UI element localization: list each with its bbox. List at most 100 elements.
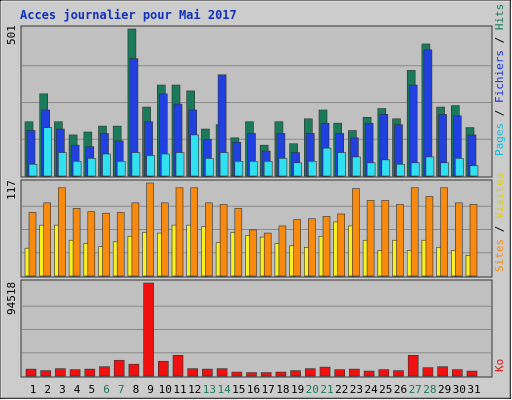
- x-tick-label: 16: [247, 383, 260, 396]
- x-tick-label: 10: [159, 383, 172, 396]
- x-tick-label: 13: [203, 383, 216, 396]
- visits-legend: Sites / Visites: [493, 173, 506, 272]
- bar-sites: [337, 213, 346, 277]
- bar-sites: [161, 202, 169, 277]
- bar-ko: [158, 360, 169, 377]
- x-tick-label: 14: [217, 383, 231, 396]
- bar-ko: [422, 367, 434, 377]
- x-tick-label: 20: [306, 383, 319, 396]
- bar-pages: [28, 163, 38, 177]
- bar-pages: [352, 156, 361, 177]
- bar-pages: [396, 163, 405, 177]
- bar-ko: [113, 359, 125, 377]
- bar-pages: [469, 165, 479, 177]
- bar-sites: [175, 187, 184, 277]
- x-tick-label: 12: [188, 383, 201, 396]
- legend-pages: Pages: [493, 123, 506, 156]
- bar-pages: [454, 158, 464, 177]
- bar-ko: [202, 368, 213, 377]
- traffic-legend: Pages / Fichiers / Hits: [493, 4, 506, 156]
- bar-ko: [393, 370, 404, 377]
- x-tick-label: 17: [262, 383, 275, 396]
- x-tick-label: 23: [350, 383, 363, 396]
- bar-sites: [72, 208, 81, 277]
- bar-sites: [293, 219, 301, 277]
- legend-sites: Sites: [493, 239, 506, 272]
- bar-pages: [410, 162, 420, 177]
- bar-pages: [337, 152, 347, 177]
- bar-pages: [381, 159, 391, 177]
- bar-pages: [175, 152, 185, 177]
- bar-sites: [43, 202, 52, 277]
- bar-sites: [131, 202, 140, 277]
- bar-pages: [72, 161, 82, 177]
- bar-pages: [234, 161, 244, 177]
- bar-ko: [260, 372, 272, 377]
- bar-sites: [234, 208, 243, 277]
- x-tick-label: 15: [232, 383, 245, 396]
- x-tick-label: 30: [453, 383, 466, 396]
- bar-sites: [396, 204, 404, 277]
- bar-sites: [440, 187, 448, 277]
- bar-pages: [58, 152, 67, 177]
- volume-legend: Ko: [493, 359, 506, 372]
- bar-sites: [28, 212, 37, 277]
- bar-ko: [69, 369, 81, 377]
- bar-pages: [366, 162, 376, 177]
- bar-ko: [187, 368, 198, 377]
- panel-volume: [20, 279, 493, 378]
- bar-sites: [454, 202, 463, 277]
- x-tick-label: 26: [394, 383, 407, 396]
- bar-pages: [205, 158, 214, 177]
- bar-pages: [190, 134, 199, 177]
- bar-ko: [231, 371, 243, 377]
- x-tick-label: 25: [379, 383, 392, 396]
- x-tick-label: 31: [467, 383, 480, 396]
- bar-sites: [307, 218, 316, 277]
- x-tick-label: 4: [74, 383, 81, 396]
- legend-visites: Visites: [493, 173, 506, 219]
- visits-ymax-label: 117: [5, 180, 18, 200]
- bar-pages: [43, 127, 53, 177]
- bar-ko: [275, 371, 287, 377]
- chart-title: Acces journalier pour Mai 2017: [20, 8, 237, 22]
- bar-sites: [146, 182, 154, 277]
- legend-hits: Hits: [493, 4, 506, 31]
- legend-ko: Ko: [493, 359, 506, 372]
- bar-pages: [440, 162, 449, 177]
- bar-ko: [466, 370, 478, 377]
- bar-sites: [205, 202, 213, 277]
- legend-fichiers: Fichiers: [493, 50, 506, 103]
- bar-sites: [322, 216, 331, 277]
- bar-sites: [249, 229, 257, 277]
- bar-fichiers: [408, 84, 418, 177]
- bar-ko: [349, 368, 360, 377]
- x-tick-label: 6: [103, 383, 110, 396]
- x-tick-label: 27: [409, 383, 422, 396]
- x-tick-label: 1: [30, 383, 37, 396]
- bar-pages: [146, 155, 155, 177]
- bar-pages: [161, 153, 170, 177]
- bar-ko: [319, 366, 331, 377]
- bar-pages: [307, 161, 317, 177]
- bar-pages: [278, 158, 288, 177]
- x-tick-label: 29: [438, 383, 451, 396]
- volume-ymax-label: 94518: [5, 282, 18, 315]
- traffic-ymax-label: 501: [5, 25, 18, 45]
- bar-ko: [55, 368, 66, 377]
- x-tick-label: 21: [320, 383, 333, 396]
- bar-ko: [84, 368, 96, 377]
- x-tick-label: 2: [44, 383, 51, 396]
- x-tick-label: 5: [88, 383, 95, 396]
- x-tick-label: 19: [291, 383, 304, 396]
- bar-pages: [102, 153, 111, 177]
- bar-ko: [363, 370, 375, 377]
- bar-sites: [469, 204, 478, 277]
- bar-ko: [128, 363, 140, 377]
- bar-ko: [334, 369, 346, 377]
- x-tick-label: 11: [173, 383, 186, 396]
- bar-ko: [172, 355, 184, 377]
- bar-sites: [381, 200, 390, 277]
- x-tick-label: 22: [335, 383, 348, 396]
- bar-sites: [263, 232, 272, 277]
